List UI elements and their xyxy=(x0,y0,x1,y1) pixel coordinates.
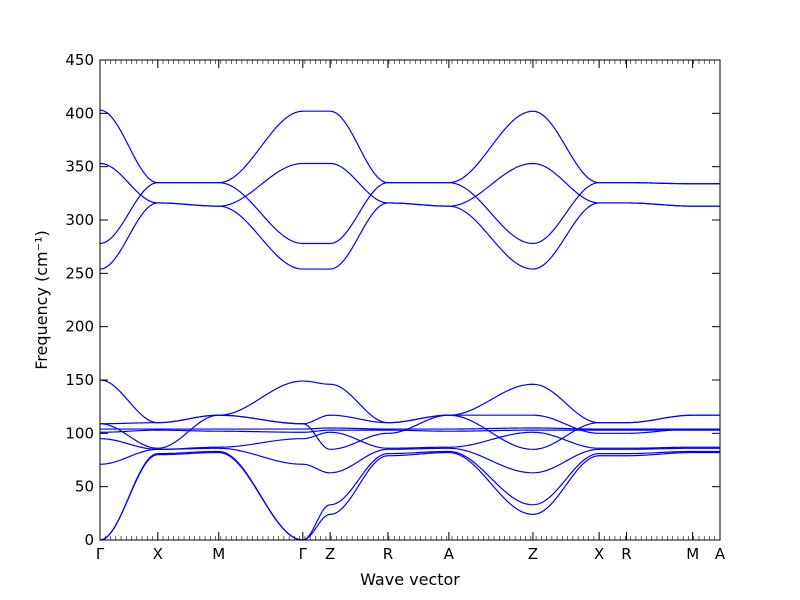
x-tick-label: Z xyxy=(528,545,538,563)
x-tick-label: Γ xyxy=(96,545,105,563)
y-tick-label: 150 xyxy=(65,371,94,389)
x-tick-label: R xyxy=(621,545,631,563)
band-lines xyxy=(99,109,720,541)
band-line xyxy=(99,447,720,474)
band-line xyxy=(99,202,720,270)
x-tick-label: X xyxy=(153,545,163,563)
band-line xyxy=(99,451,720,541)
y-tick-label: 350 xyxy=(65,158,94,176)
band-line xyxy=(99,109,720,185)
y-tick-label: 450 xyxy=(65,51,94,69)
x-tick-label: A xyxy=(715,545,726,563)
x-axis-label: Wave vector xyxy=(360,570,460,589)
y-tick-label: 50 xyxy=(75,478,94,496)
x-tick-label: M xyxy=(212,545,225,563)
band-line xyxy=(99,162,720,207)
plot-frame xyxy=(99,59,721,541)
y-tick-label: 400 xyxy=(65,104,94,122)
y-tick-label: 200 xyxy=(65,318,94,336)
band-line xyxy=(99,182,720,245)
y-axis-ticks: 0 50 100 150 200 250 300 350 400 450 xyxy=(65,51,720,549)
band-line xyxy=(99,431,720,450)
x-tick-label: R xyxy=(383,545,393,563)
y-axis-label: Frequency (cm⁻¹) xyxy=(32,230,51,369)
x-tick-label: M xyxy=(686,545,699,563)
y-tick-label: 100 xyxy=(65,424,94,442)
y-tick-label: 300 xyxy=(65,211,94,229)
y-tick-label: 250 xyxy=(65,264,94,282)
y-tick-label: 0 xyxy=(84,531,94,549)
x-tick-label: Z xyxy=(325,545,335,563)
x-tick-label: A xyxy=(444,545,455,563)
band-line xyxy=(99,429,720,433)
band-line xyxy=(99,450,720,541)
x-tick-label: X xyxy=(594,545,604,563)
x-tick-label: Γ xyxy=(299,545,308,563)
band-line xyxy=(100,427,720,430)
band-line xyxy=(99,379,720,424)
band-line xyxy=(99,414,720,450)
